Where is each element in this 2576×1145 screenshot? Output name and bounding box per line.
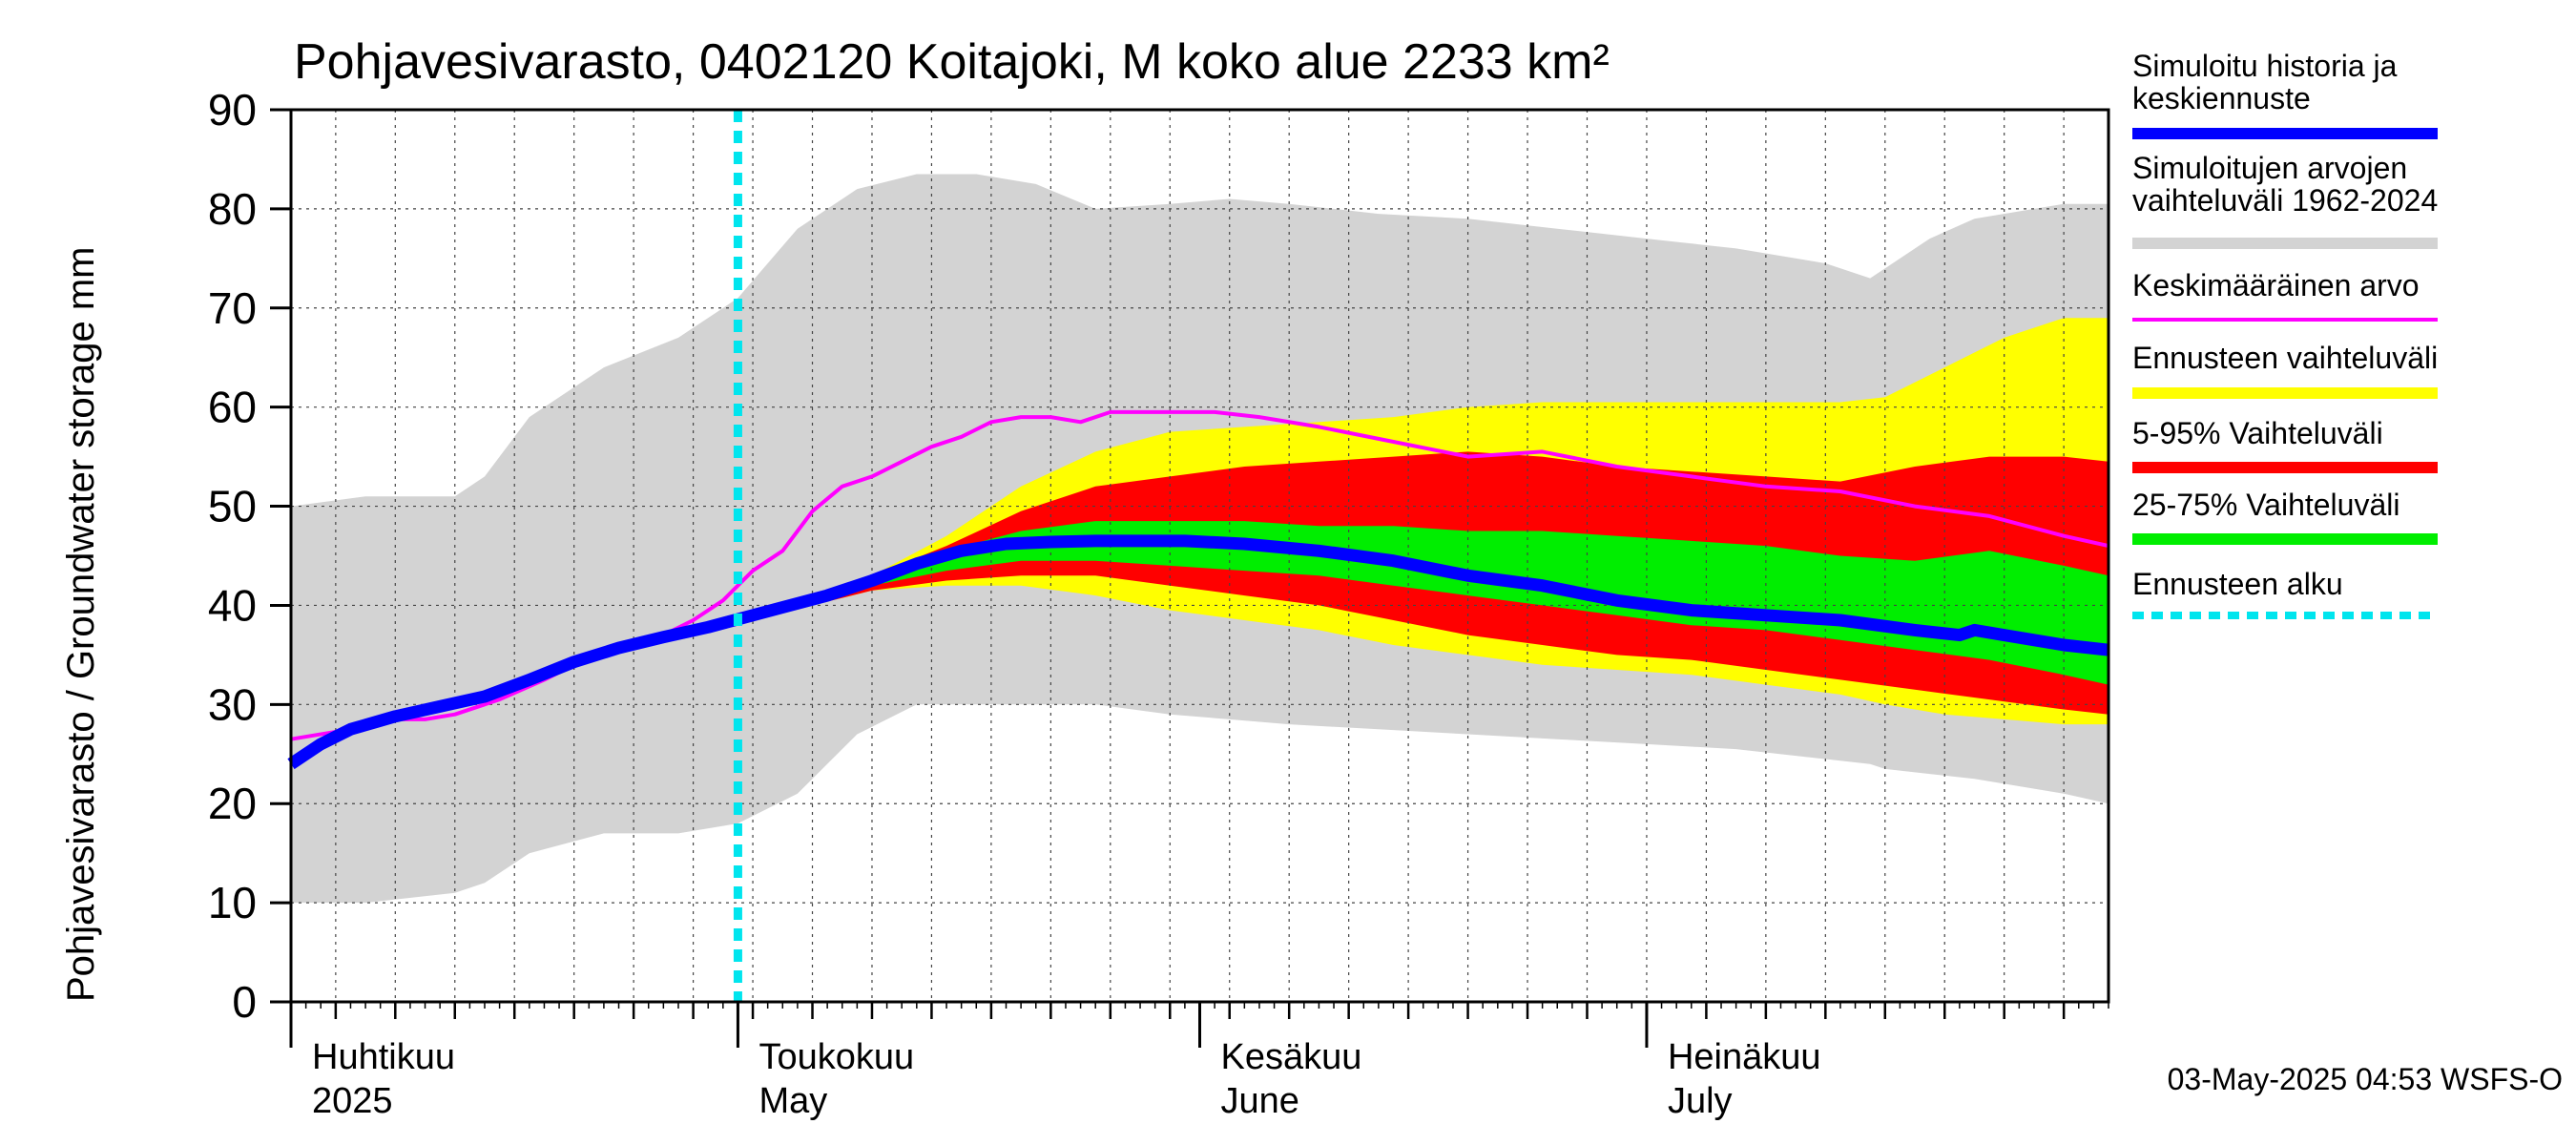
y-tick-label: 20 xyxy=(208,779,257,828)
legend-label: Ennusteen vaihteluväli xyxy=(2132,341,2438,375)
timestamp-footer: 03-May-2025 04:53 WSFS-O xyxy=(2168,1062,2563,1096)
y-tick-label: 90 xyxy=(208,85,257,135)
month-label-fi: Toukokuu xyxy=(758,1037,914,1077)
legend-label: keskiennuste xyxy=(2132,81,2311,115)
month-label-en: 2025 xyxy=(312,1081,393,1121)
y-tick-label: 30 xyxy=(208,679,257,729)
y-tick-label: 70 xyxy=(208,283,257,333)
y-tick-label: 0 xyxy=(232,977,257,1027)
month-label-fi: Huhtikuu xyxy=(312,1037,455,1077)
chart-title: Pohjavesivarasto, 0402120 Koitajoki, M k… xyxy=(294,34,1610,90)
legend-label: 5-95% Vaihteluväli xyxy=(2132,416,2383,450)
y-tick-label: 60 xyxy=(208,383,257,432)
y-tick-label: 50 xyxy=(208,482,257,531)
month-label-fi: Kesäkuu xyxy=(1221,1037,1362,1077)
y-axis-label: Pohjavesivarasto / Groundwater storage m… xyxy=(60,247,102,1002)
month-label-en: July xyxy=(1668,1081,1733,1121)
lines-layer xyxy=(287,110,2109,1002)
y-tick-label: 80 xyxy=(208,184,257,234)
month-label-en: June xyxy=(1221,1081,1299,1121)
legend-label: Simuloitujen arvojen xyxy=(2132,151,2407,185)
legend-label: Keskimääräinen arvo xyxy=(2132,268,2420,302)
y-tick-label: 10 xyxy=(208,878,257,927)
month-label-fi: Heinäkuu xyxy=(1668,1037,1821,1077)
legend-label: vaihteluväli 1962-2024 xyxy=(2132,183,2438,218)
line-simuloitu-historia-ja-keskiennuste xyxy=(287,534,2109,770)
month-label-en: May xyxy=(758,1081,827,1121)
legend-label: Simuloitu historia ja xyxy=(2132,49,2398,83)
legend-label: 25-75% Vaihteluväli xyxy=(2132,488,2399,522)
y-tick-label: 40 xyxy=(208,580,257,630)
legend-label: Ennusteen alku xyxy=(2132,567,2343,601)
